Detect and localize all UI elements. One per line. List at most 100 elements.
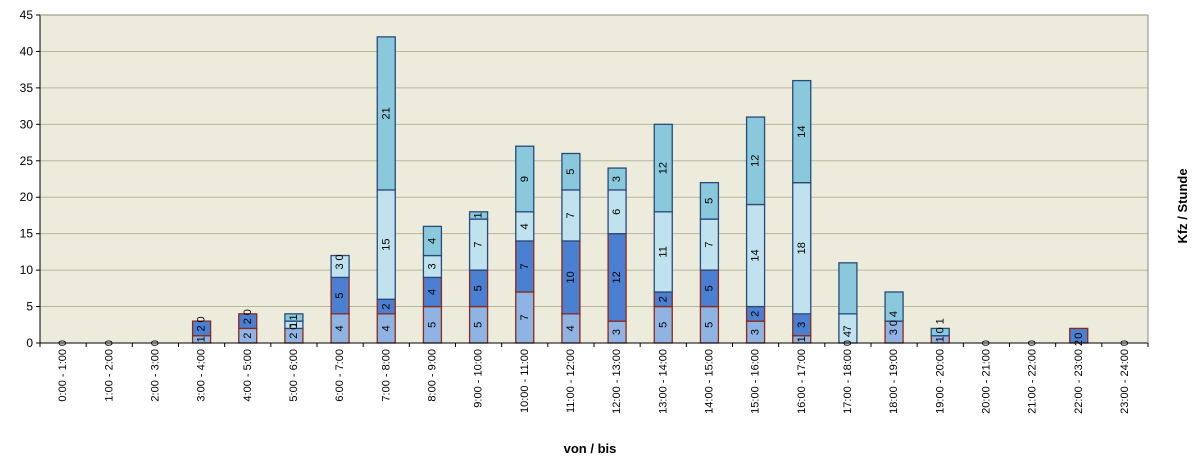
data-label: 14 — [796, 125, 808, 137]
bar-segment — [284, 313, 304, 322]
x-tick-label: 23:00 - 24:00 — [1119, 349, 1131, 414]
x-tick-label: 4:00 - 5:00 — [242, 349, 254, 402]
data-label: 0 — [288, 324, 300, 330]
y-tick-label: 25 — [20, 154, 34, 168]
bars — [191, 36, 1089, 344]
data-label: 5 — [426, 322, 438, 328]
x-tick-label: 13:00 - 14:00 — [657, 349, 669, 414]
data-label: 4 — [426, 289, 438, 295]
data-label: 11 — [657, 246, 669, 257]
data-label: 4 — [842, 331, 854, 337]
bar-segment — [930, 327, 950, 337]
data-label: 5 — [334, 293, 346, 299]
plot-area — [40, 15, 1148, 343]
data-label: 7 — [519, 314, 531, 320]
data-label: 7 — [842, 325, 854, 331]
data-label: 1 — [288, 314, 300, 320]
data-label: 5 — [657, 322, 669, 328]
data-label: 5 — [703, 285, 715, 291]
data-label: 3 — [426, 263, 438, 269]
data-label: 4 — [334, 325, 346, 331]
x-tick-label: 17:00 - 18:00 — [842, 349, 854, 414]
data-label: 1 — [288, 322, 300, 328]
data-label: 4 — [565, 325, 577, 331]
y-tick-label: 40 — [20, 44, 34, 58]
bar-segment — [745, 116, 766, 206]
data-label: 21 — [380, 107, 392, 119]
data-label: 1 — [934, 336, 946, 342]
data-label: 2 — [196, 325, 208, 331]
y-tick-label: 20 — [20, 190, 34, 204]
x-tick-label: 10:00 - 11:00 — [519, 349, 531, 413]
x-tick-label: 14:00 - 15:00 — [703, 349, 715, 414]
x-tick-label: 21:00 - 22:00 — [1027, 349, 1039, 414]
data-label: 15 — [380, 238, 392, 250]
bar-segment — [838, 262, 858, 315]
x-tick-label: 3:00 - 4:00 — [196, 349, 208, 402]
y-tick-label: 30 — [20, 117, 34, 131]
x-tick-label: 11:00 - 12:00 — [565, 349, 577, 413]
data-label: 0 — [334, 254, 346, 260]
x-axis-label: von / bis — [564, 441, 617, 456]
data-label: 6 — [611, 209, 623, 215]
bar-segment — [653, 123, 673, 213]
data-label: 2 — [380, 303, 392, 309]
data-label: 1 — [934, 318, 946, 324]
data-label: 3 — [611, 329, 623, 335]
bar-segment — [191, 320, 212, 337]
data-label: 9 — [519, 176, 531, 182]
y-tick-label: 0 — [26, 336, 33, 350]
data-label: 4 — [888, 311, 900, 317]
data-label: 4 — [519, 223, 531, 229]
x-tick-label: 8:00 - 9:00 — [426, 349, 438, 402]
x-tick-labels: 0:00 - 1:00 1:00 - 2:00 2:00 - 3:00 3:00 - … — [57, 349, 1131, 414]
data-label: 5 — [703, 322, 715, 328]
data-label: 7 — [565, 212, 577, 218]
data-label: 4 — [380, 325, 392, 331]
x-tick-label: 5:00 - 6:00 — [288, 349, 300, 402]
bar-segment — [468, 211, 489, 220]
y-tick-label: 35 — [20, 81, 34, 95]
y-tick-labels: 0 5 10 15 20 25 30 35 40 45 — [20, 8, 34, 350]
data-label: 2 — [242, 333, 254, 339]
data-label: 5 — [565, 169, 577, 175]
data-label: 3 — [750, 329, 762, 335]
data-label: 1 — [796, 336, 808, 342]
bar-segment — [515, 145, 535, 213]
data-label: 2 — [242, 318, 254, 324]
data-label: 0 — [242, 309, 254, 315]
bar-segment — [422, 225, 443, 257]
data-label: 10 — [565, 271, 577, 283]
data-label: 0 — [196, 316, 208, 322]
data-label: 2 — [657, 296, 669, 302]
data-label: 7 — [519, 263, 531, 269]
bar-segment — [884, 291, 904, 322]
y-tick-label: 10 — [20, 263, 34, 277]
axes — [36, 14, 1149, 347]
data-label: 0 — [888, 320, 900, 326]
data-label: 2 — [750, 311, 762, 317]
bar-segment — [376, 36, 396, 191]
data-label: 5 — [473, 285, 485, 291]
x-tick-label: 2:00 - 3:00 — [149, 349, 161, 402]
data-label: 7 — [473, 242, 485, 248]
x-tick-label: 22:00 - 23:00 — [1073, 349, 1085, 414]
data-label: 4 — [426, 238, 438, 244]
data-label: 2 — [288, 333, 300, 339]
data-label: 0 — [934, 327, 946, 333]
y-tick-label: 5 — [26, 300, 33, 314]
data-label: 3 — [888, 329, 900, 335]
data-label: 1 — [473, 212, 485, 218]
bar-segment — [607, 167, 627, 191]
x-tick-label: 9:00 - 10:00 — [473, 349, 485, 408]
data-label: 18 — [796, 242, 808, 254]
x-tick-label: 15:00 - 16:00 — [750, 349, 762, 414]
y-axis-label: Kfz / Stunde — [1175, 168, 1190, 243]
data-label: 3 — [334, 263, 346, 269]
x-tick-label: 19:00 - 20:00 — [934, 349, 946, 414]
data-label: 3 — [796, 322, 808, 328]
y-tick-label: 45 — [20, 8, 34, 22]
x-tick-label: 18:00 - 19:00 — [888, 349, 900, 414]
x-tick-label: 7:00 - 8:00 — [380, 349, 392, 402]
